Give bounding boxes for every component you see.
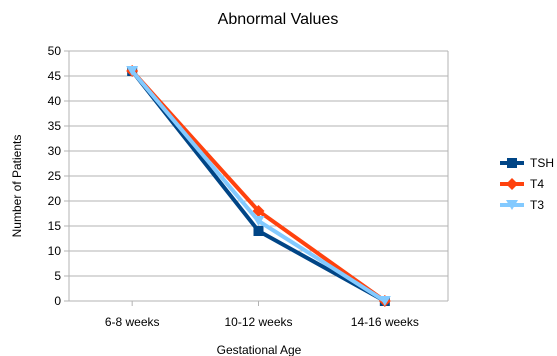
series-layer: [126, 65, 391, 307]
y-tick-label: 30: [48, 144, 62, 158]
y-tick-label: 50: [48, 44, 62, 58]
data-point-tsh: [253, 226, 264, 236]
data-point-t4: [252, 205, 265, 217]
y-tick-label: 35: [48, 119, 62, 133]
x-tick-label: 14-16 weeks: [351, 315, 419, 329]
legend-item-t3: T3: [500, 198, 544, 212]
data-point-t3: [126, 66, 139, 76]
data-point-t3: [252, 216, 265, 226]
x-tick-label: 10-12 weeks: [224, 315, 292, 329]
y-tick-label: 40: [48, 94, 62, 108]
legend: TSH T4 T3: [500, 156, 554, 212]
x-tick-label: 6-8 weeks: [105, 315, 160, 329]
series-tsh: [127, 66, 390, 306]
legend-item-tsh: TSH: [500, 156, 554, 170]
legend-label: T3: [530, 198, 544, 212]
gridlines: [69, 50, 448, 302]
legend-label: T4: [530, 177, 544, 191]
series-line-t3: [130, 69, 386, 303]
legend-marker: [506, 200, 518, 210]
legend-item-t4: T4: [500, 177, 544, 191]
x-axis-title: Gestational Age: [217, 343, 302, 356]
legend-marker: [506, 178, 518, 190]
chart-title: Abnormal Values: [218, 11, 339, 28]
y-axis-title: Number of Patients: [10, 135, 24, 238]
y-tick-label: 20: [48, 194, 62, 208]
y-tick-label: 10: [48, 244, 62, 258]
axes: 0 5 10 15 20 25 30 35 40 45 50 6-8 weeks 10-12 weeks…: [48, 44, 449, 329]
legend-marker: [507, 158, 517, 168]
y-tick-label: 45: [48, 69, 62, 83]
series-line-t4: [130, 69, 386, 303]
series-t3: [126, 66, 391, 306]
legend-label: TSH: [530, 156, 554, 170]
data-point-t3: [378, 296, 391, 306]
series-line-tsh: [130, 69, 386, 303]
y-tick-label: 0: [54, 294, 61, 308]
y-tick-label: 25: [48, 169, 62, 183]
y-tick-label: 5: [54, 269, 61, 283]
y-tick-label: 15: [48, 219, 62, 233]
